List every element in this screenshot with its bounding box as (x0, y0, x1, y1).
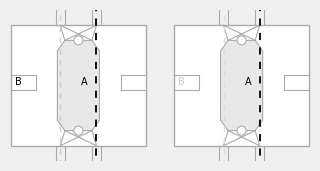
Polygon shape (57, 40, 100, 131)
Bar (11, 25, 146, 146)
Circle shape (237, 36, 246, 45)
Circle shape (74, 36, 83, 45)
Circle shape (74, 126, 83, 135)
Circle shape (237, 126, 246, 135)
Text: A: A (81, 77, 88, 88)
Polygon shape (220, 40, 263, 131)
Text: A: A (244, 77, 251, 88)
Text: B: B (15, 77, 22, 88)
Bar (174, 25, 309, 146)
Text: B: B (179, 77, 185, 88)
